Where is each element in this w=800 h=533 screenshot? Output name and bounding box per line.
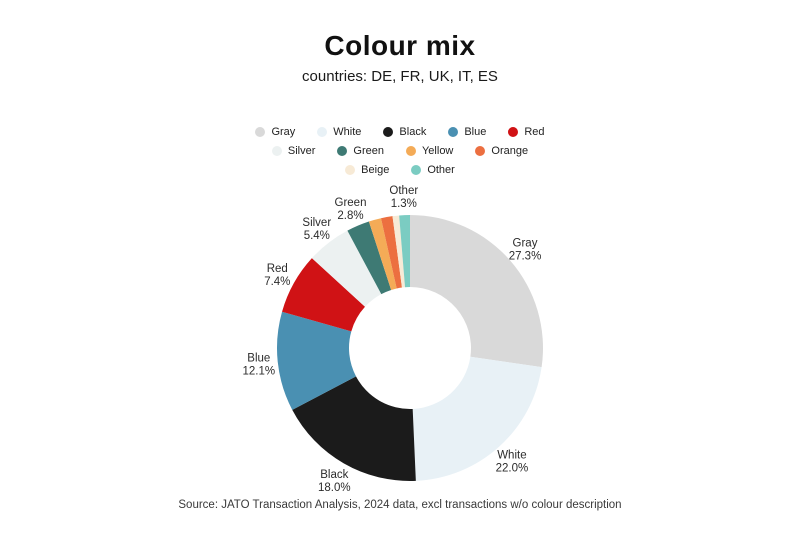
legend-item-gray: Gray xyxy=(255,126,295,138)
legend-swatch xyxy=(255,127,266,137)
slice-label-other: Other 1.3% xyxy=(389,185,418,210)
legend-swatch xyxy=(411,165,422,175)
pie-slice-other xyxy=(399,215,410,288)
legend-label: Blue xyxy=(464,126,487,138)
pie-slice-orange xyxy=(380,216,402,289)
legend-row: Gray White Black Blue Red xyxy=(255,126,545,138)
slice-label-green: Green 2.8% xyxy=(335,197,367,222)
legend-label: Silver xyxy=(287,145,316,157)
legend-swatch xyxy=(475,146,486,156)
legend-label: Yellow xyxy=(421,145,454,157)
legend-swatch xyxy=(383,127,394,137)
source-note: Source: JATO Transaction Analysis, 2024 … xyxy=(178,499,622,511)
slice-label-red: Red 7.4% xyxy=(264,263,290,288)
legend-item-black: Black xyxy=(383,126,426,138)
slice-label-white: White 22.0% xyxy=(496,450,529,475)
legend-swatch xyxy=(337,146,348,156)
pie-slice-silver xyxy=(311,230,382,307)
legend-swatch xyxy=(405,146,416,156)
legend-swatch xyxy=(271,146,282,156)
legend-label: Red xyxy=(524,126,545,138)
pie-slice-yellow xyxy=(368,218,397,290)
legend-item-blue: Blue xyxy=(448,126,486,138)
chart-title: Colour mix xyxy=(324,30,476,61)
legend-label: Black xyxy=(399,126,427,138)
pie-slice-red xyxy=(282,258,366,332)
chart-subtitle: countries: DE, FR, UK, IT, ES xyxy=(302,68,498,85)
pie-slice-gray xyxy=(410,215,543,368)
legend-label: Orange xyxy=(491,145,529,157)
legend-swatch xyxy=(508,127,519,137)
legend-item-red: Red xyxy=(508,126,545,138)
legend-item-beige: Beige xyxy=(345,164,389,176)
legend-item-other: Other xyxy=(411,164,455,176)
legend-swatch xyxy=(448,127,459,137)
pie-slice-beige xyxy=(392,215,406,288)
legend: Gray White Black Blue Red Silver Green Yellow Or… xyxy=(0,126,800,176)
legend-row: Silver Green Yellow Orange xyxy=(271,145,528,157)
slice-label-gray: Gray 27.3% xyxy=(509,238,542,263)
legend-label: Beige xyxy=(361,164,390,176)
legend-label: White xyxy=(333,126,362,138)
pie-slice-black xyxy=(292,376,416,481)
slice-label-silver: Silver 5.4% xyxy=(302,217,331,242)
legend-item-yellow: Yellow xyxy=(405,145,454,157)
legend-item-orange: Orange xyxy=(475,145,528,157)
pie-slice-white xyxy=(412,356,542,481)
legend-label: Other xyxy=(427,164,455,176)
legend-row: Beige Other xyxy=(345,164,455,176)
legend-item-silver: Silver xyxy=(271,145,316,157)
legend-label: Gray xyxy=(271,126,296,138)
legend-label: Green xyxy=(353,145,384,157)
legend-swatch xyxy=(345,165,356,175)
slice-label-blue: Blue 12.1% xyxy=(242,353,275,378)
slice-label-black: Black 18.0% xyxy=(318,469,351,494)
legend-swatch xyxy=(317,127,328,137)
pie-slice-blue xyxy=(276,311,356,410)
legend-item-green: Green xyxy=(337,145,384,157)
legend-item-white: White xyxy=(317,126,361,138)
pie-slice-green xyxy=(347,221,392,295)
